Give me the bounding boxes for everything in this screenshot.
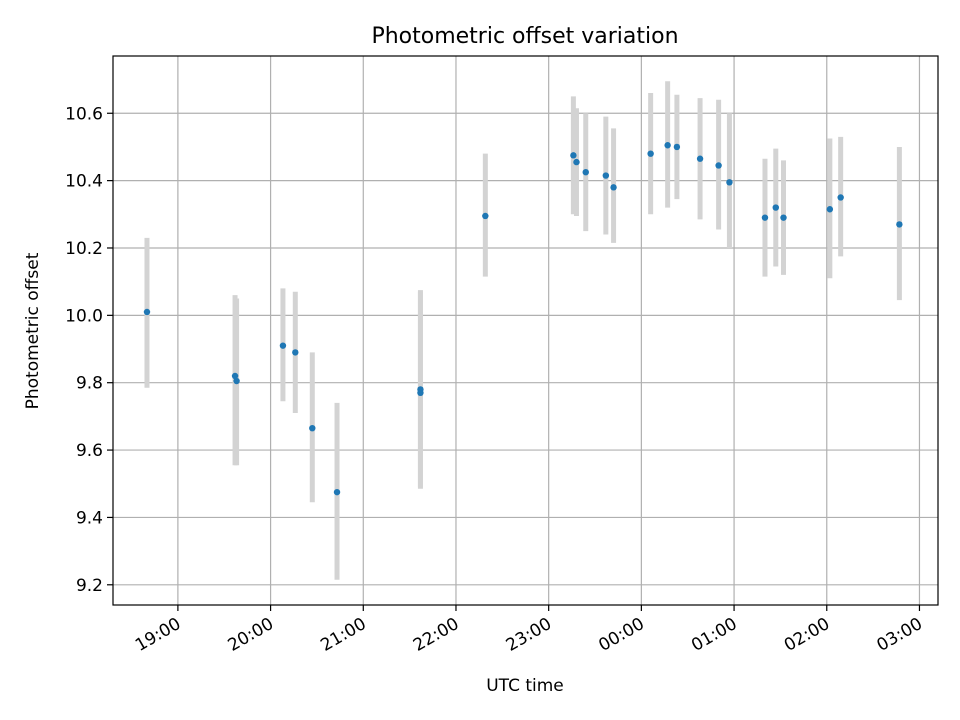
data-point — [309, 424, 316, 432]
data-point — [715, 162, 722, 169]
y-axis-label: Photometric offset — [23, 252, 43, 409]
data-point — [772, 204, 779, 211]
y-tick-label: 10.4 — [65, 172, 103, 192]
data-point — [780, 214, 787, 221]
data-point — [292, 349, 299, 356]
data-point — [726, 179, 733, 186]
y-tick-label: 9.8 — [76, 374, 103, 394]
data-point — [664, 142, 671, 149]
data-point — [279, 342, 287, 349]
data-point — [233, 377, 240, 385]
data-point — [837, 194, 844, 201]
data-point — [582, 168, 589, 176]
data-point — [570, 152, 577, 159]
data-point — [573, 158, 580, 166]
data-point — [896, 221, 903, 228]
data-point — [761, 214, 769, 221]
data-points — [143, 142, 903, 496]
y-tick-label: 10.0 — [65, 306, 103, 326]
data-point — [647, 150, 654, 157]
chart-title: Photometric offset variation — [371, 24, 678, 49]
data-point — [143, 308, 151, 316]
y-tick-label: 9.6 — [76, 441, 103, 461]
data-point — [417, 389, 424, 397]
y-tick-label: 9.2 — [76, 576, 103, 596]
data-point — [602, 172, 610, 179]
plot-frame — [112, 55, 939, 606]
data-point — [826, 206, 834, 213]
grid-lines — [113, 56, 938, 605]
y-tick-label: 9.4 — [76, 508, 103, 528]
y-axis-ticks: 9.2 9.4 9.6 9.8 10.0 10.2 10.4 10.6 — [65, 104, 113, 596]
y-tick-label: 10.2 — [65, 239, 103, 259]
x-axis-label: UTC time — [486, 676, 564, 696]
data-point — [333, 488, 341, 496]
y-tick-label: 10.6 — [65, 104, 103, 124]
data-point — [610, 184, 617, 191]
data-point — [696, 155, 704, 162]
data-point — [231, 372, 239, 380]
data-point — [482, 212, 489, 220]
data-point — [673, 143, 681, 151]
